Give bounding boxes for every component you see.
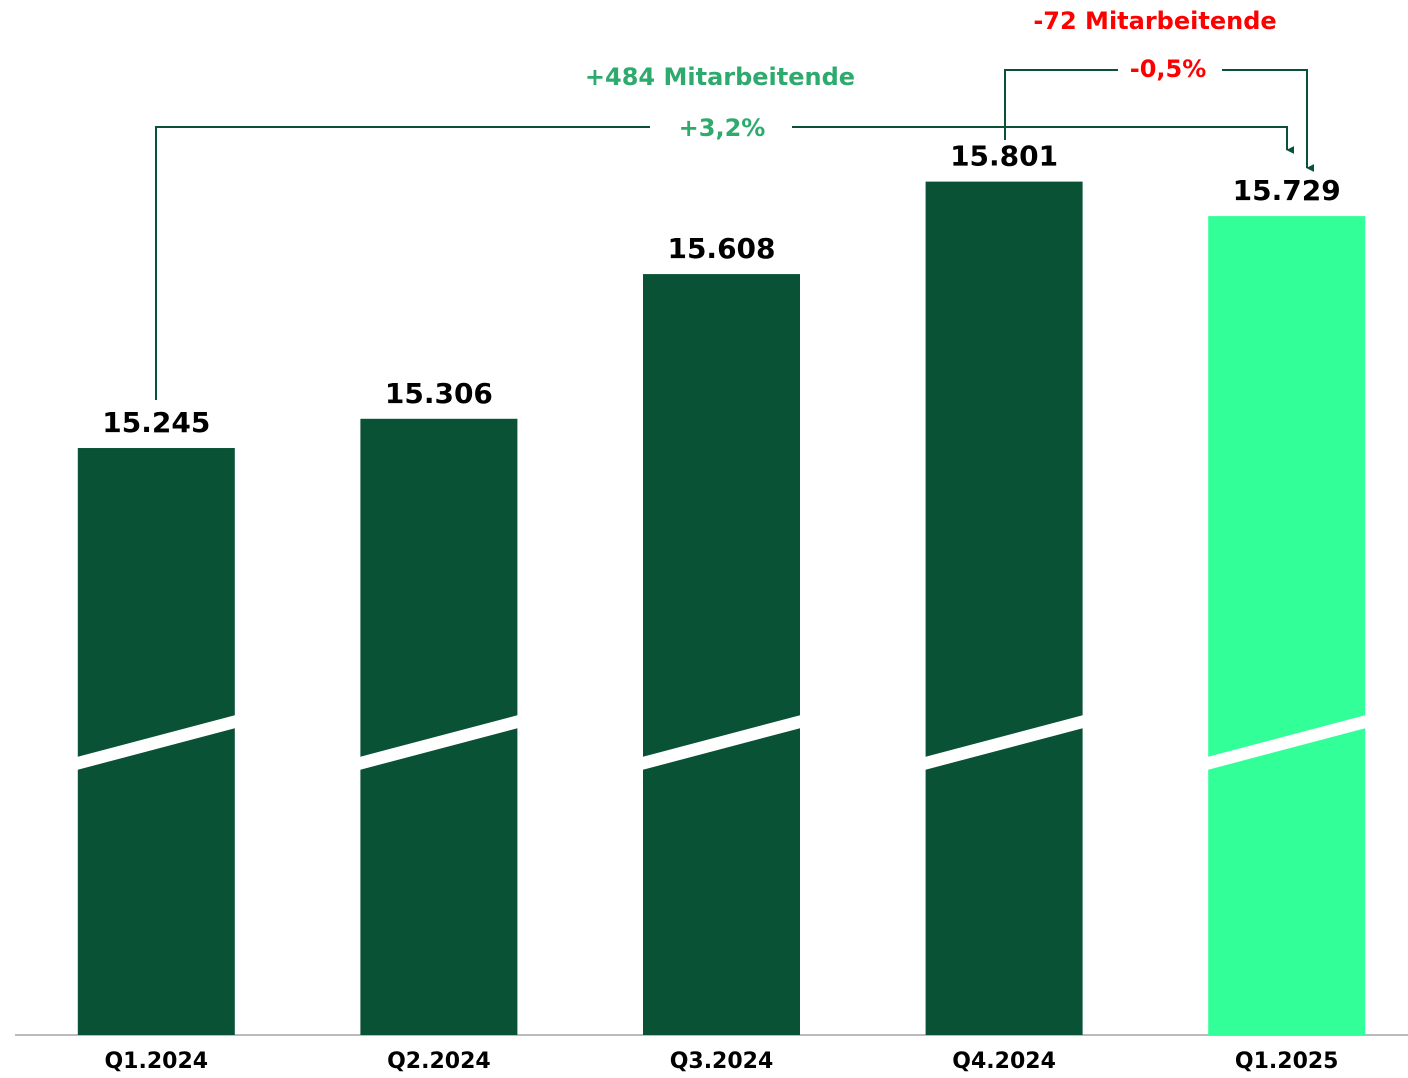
value-label: 15.801 — [950, 140, 1058, 173]
value-label: 15.729 — [1233, 174, 1341, 207]
x-tick-label: Q4.2024 — [952, 1049, 1056, 1074]
value-label: 15.608 — [667, 232, 775, 265]
annotation: -72 Mitarbeitende — [1033, 7, 1276, 35]
bar — [925, 181, 1083, 1035]
annotation: +3,2% — [679, 114, 766, 142]
axis-break — [76, 715, 236, 770]
axis-break — [642, 715, 801, 770]
x-tick-label: Q1.2025 — [1235, 1049, 1339, 1074]
axis-break — [924, 715, 1084, 770]
bar — [643, 274, 800, 1035]
brackets — [155, 69, 1315, 400]
x-tick-label: Q3.2024 — [670, 1049, 774, 1074]
annotation: +484 Mitarbeitende — [585, 63, 855, 91]
bracket-line — [792, 126, 1295, 154]
bracket-line — [155, 126, 650, 400]
x-tick-label: Q2.2024 — [387, 1049, 491, 1074]
bar — [1208, 216, 1366, 1035]
axis-break — [359, 715, 519, 770]
bracket-line — [1222, 69, 1315, 172]
x-tick-label: Q1.2024 — [104, 1049, 208, 1074]
bracket-line — [1004, 69, 1118, 140]
annotation: -0,5% — [1130, 55, 1207, 83]
axis-break — [1207, 715, 1367, 770]
value-label: 15.306 — [385, 377, 493, 410]
value-label: 15.245 — [102, 406, 210, 439]
